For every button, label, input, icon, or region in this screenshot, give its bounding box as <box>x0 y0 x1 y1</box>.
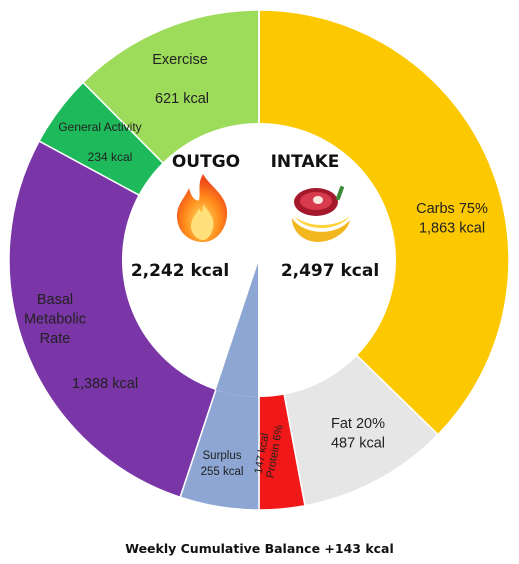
value-general-activity-line: 234 kcal <box>88 150 133 164</box>
outgo-total: 2,242 kcal <box>131 261 229 281</box>
label-basal-metabolic-rate-line: Metabolic <box>24 312 86 328</box>
value-general-activity: 234 kcal <box>88 150 133 164</box>
label-surplus: Surplus <box>203 450 242 462</box>
segment-labels: Exercise 621 kcal General Activity 234 kcal… <box>24 52 488 479</box>
label-general-activity: General Activity <box>58 120 141 134</box>
caption: Weekly Cumulative Balance +143 kcal <box>125 541 394 556</box>
intake-total: 2,497 kcal <box>281 261 379 281</box>
balance-chart: Exercise 621 kcal General Activity 234 kcal… <box>8 9 510 511</box>
value-exercise: 621 kcal <box>155 91 209 107</box>
intake-title: INTAKE <box>271 152 340 172</box>
label-fat-20-line: Fat 20% <box>331 416 385 432</box>
surplus-inner-wedge <box>215 260 259 397</box>
label-exercise: Exercise <box>152 52 208 68</box>
label-fat-20: Fat 20% 487 kcal <box>331 416 385 452</box>
fire-icon <box>177 174 228 242</box>
label-carbs-75-line: Carbs 75% <box>416 201 488 217</box>
label-carbs-75-line: 1,863 kcal <box>419 221 485 237</box>
value-surplus-line: 255 kcal <box>201 466 244 478</box>
label-carbs-75: Carbs 75% 1,863 kcal <box>416 201 488 237</box>
label-general-activity-line: General Activity <box>58 120 141 134</box>
label-fat-20-line: 487 kcal <box>331 436 385 452</box>
outgo-title: OUTGO <box>172 152 240 172</box>
label-basal-metabolic-rate-line: Basal <box>37 292 73 308</box>
label-surplus-line: Surplus <box>203 450 242 462</box>
label-basal-metabolic-rate-line: Rate <box>40 331 71 347</box>
value-surplus: 255 kcal <box>201 466 244 478</box>
value-basal-metabolic-rate-line: 1,388 kcal <box>72 376 138 392</box>
food-icon <box>292 185 350 242</box>
value-exercise-line: 621 kcal <box>155 91 209 107</box>
label-basal-metabolic-rate: Basal Metabolic Rate <box>24 292 86 347</box>
value-basal-metabolic-rate: 1,388 kcal <box>72 376 138 392</box>
label-exercise-line: Exercise <box>152 52 208 68</box>
